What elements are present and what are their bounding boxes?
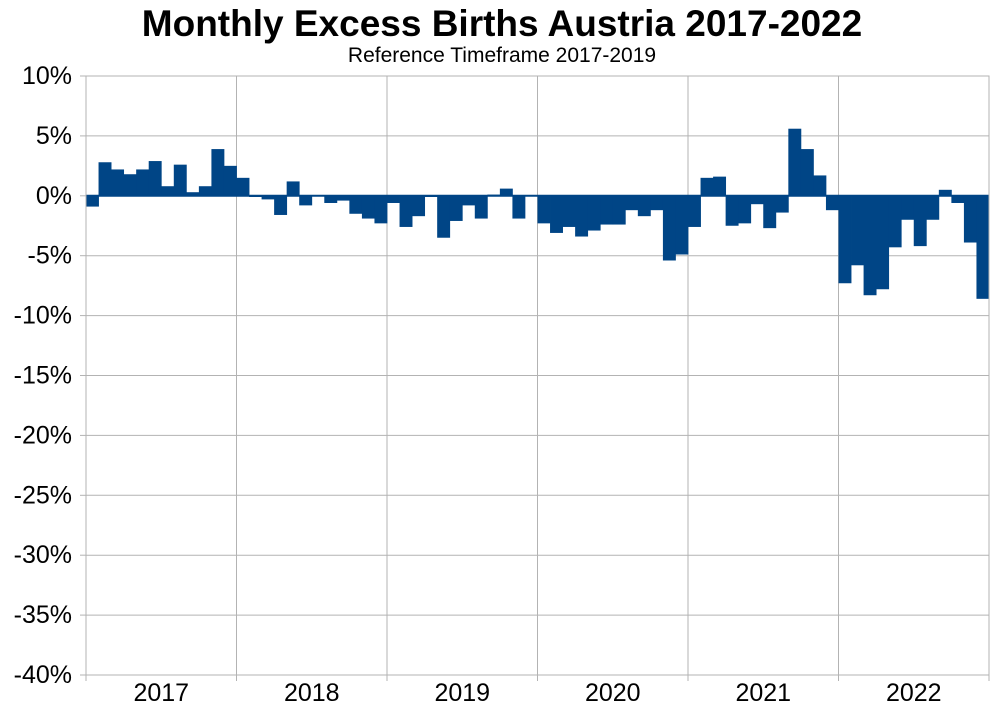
bar bbox=[612, 195, 626, 225]
y-tick-label: -40% bbox=[14, 661, 72, 689]
bar bbox=[336, 195, 350, 201]
y-tick-label: -20% bbox=[14, 421, 72, 449]
bar bbox=[763, 195, 777, 229]
bar bbox=[637, 195, 651, 217]
bar bbox=[261, 195, 275, 200]
bar bbox=[775, 195, 789, 213]
bar bbox=[713, 176, 727, 196]
bar bbox=[550, 195, 563, 233]
bar bbox=[662, 195, 676, 261]
bar bbox=[813, 175, 827, 196]
bar bbox=[562, 195, 576, 227]
bar bbox=[111, 169, 125, 196]
bar bbox=[800, 149, 814, 196]
bar bbox=[851, 195, 864, 266]
bar bbox=[700, 177, 714, 196]
y-tick-label: -25% bbox=[14, 481, 72, 509]
bar bbox=[788, 128, 802, 196]
x-tick-label: 2021 bbox=[735, 679, 791, 706]
bar bbox=[349, 195, 363, 214]
bar bbox=[838, 195, 852, 284]
bar bbox=[650, 195, 664, 211]
bar bbox=[412, 195, 426, 217]
bar bbox=[123, 174, 137, 196]
y-tick-label: -5% bbox=[28, 242, 72, 270]
bar bbox=[223, 165, 237, 196]
chart-subtitle: Reference Timeframe 2017-2019 bbox=[347, 44, 657, 67]
bar bbox=[462, 195, 476, 206]
bars bbox=[86, 128, 990, 299]
bar bbox=[98, 162, 112, 196]
bar bbox=[161, 186, 175, 196]
bar bbox=[725, 195, 739, 226]
y-tick-label: -35% bbox=[14, 601, 72, 629]
bar bbox=[474, 195, 488, 219]
bar bbox=[675, 195, 689, 255]
bar bbox=[387, 195, 400, 203]
bar bbox=[587, 195, 601, 231]
x-tick-label: 2019 bbox=[434, 679, 490, 706]
bar bbox=[750, 195, 764, 205]
y-tick-label: 5% bbox=[36, 122, 72, 150]
x-tick-label: 2020 bbox=[585, 679, 641, 706]
bar bbox=[888, 195, 902, 248]
y-tick-label: -10% bbox=[14, 302, 72, 330]
bar bbox=[136, 169, 150, 196]
x-tick-label: 2018 bbox=[284, 679, 340, 706]
bar bbox=[437, 195, 451, 238]
bar bbox=[688, 195, 701, 227]
bar bbox=[951, 195, 965, 203]
bar bbox=[173, 164, 187, 196]
bar bbox=[399, 195, 413, 227]
tick-labels: 10% 5% 0% -5% -10% -15% -20% -25% -30% -35% -40% 20… bbox=[14, 62, 942, 706]
bar bbox=[361, 195, 375, 219]
bar bbox=[299, 195, 313, 206]
y-tick-label: -30% bbox=[14, 541, 72, 569]
bar bbox=[512, 195, 526, 219]
bar bbox=[575, 195, 589, 237]
bar bbox=[198, 186, 212, 196]
bar bbox=[825, 195, 839, 211]
y-tick-label: 0% bbox=[36, 182, 72, 210]
bar bbox=[499, 188, 513, 196]
bar bbox=[186, 192, 200, 196]
bar bbox=[600, 195, 614, 225]
chart-title: Monthly Excess Births Austria 2017-2022 bbox=[141, 3, 863, 44]
bar bbox=[963, 195, 977, 243]
axes bbox=[80, 75, 990, 681]
bar bbox=[86, 195, 99, 207]
y-tick-label: -15% bbox=[14, 362, 72, 390]
bar bbox=[449, 195, 463, 221]
bar bbox=[374, 195, 388, 224]
bar bbox=[901, 195, 915, 220]
bar bbox=[537, 195, 551, 224]
bar bbox=[863, 195, 877, 296]
bar bbox=[738, 195, 752, 224]
bar bbox=[274, 195, 288, 215]
y-tick-label: 10% bbox=[22, 62, 72, 90]
bar bbox=[913, 195, 927, 247]
bar bbox=[286, 181, 300, 196]
bar bbox=[976, 195, 990, 299]
bar bbox=[876, 195, 890, 290]
plot-frame bbox=[85, 75, 990, 676]
bar bbox=[236, 177, 250, 196]
bar bbox=[148, 161, 162, 196]
bar bbox=[938, 189, 952, 196]
bar bbox=[324, 195, 338, 203]
bar bbox=[625, 195, 639, 211]
bar bbox=[211, 149, 225, 196]
x-tick-label: 2017 bbox=[133, 679, 189, 706]
bar bbox=[926, 195, 940, 220]
x-tick-label: 2022 bbox=[886, 679, 942, 706]
